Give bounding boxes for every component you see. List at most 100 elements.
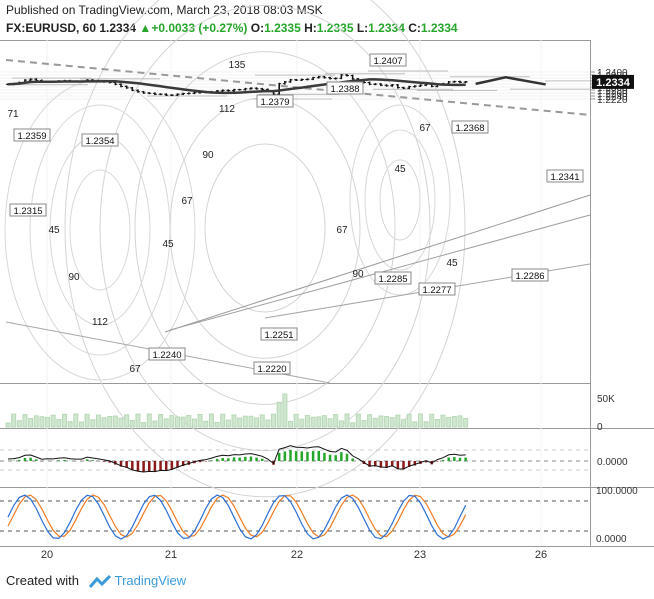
fib-level-label: 112 xyxy=(92,317,108,328)
last-price: 1.2334 xyxy=(99,21,137,35)
fib-level-label: 112 xyxy=(219,104,235,115)
fib-arc xyxy=(379,159,421,241)
fib-level-label: 67 xyxy=(336,225,348,236)
volume-axis-ticks: 50K 0 xyxy=(597,394,615,433)
volume-bar xyxy=(28,418,34,428)
volume-bar xyxy=(265,419,271,428)
projection-zigzag xyxy=(475,75,546,86)
volume-bar xyxy=(406,413,412,428)
fib-level-label: 67 xyxy=(129,364,141,375)
volume-bar xyxy=(310,416,316,428)
stochastic-panel xyxy=(0,494,590,540)
projection-path xyxy=(475,75,546,86)
volume-bar xyxy=(378,415,384,428)
tradingview-brand-link[interactable]: TradingView xyxy=(114,573,187,588)
volume-bar xyxy=(124,414,130,428)
moving-average-line xyxy=(7,78,466,95)
volume-tick-label: 50K xyxy=(597,394,615,405)
volume-bar xyxy=(338,420,344,428)
volume-bar xyxy=(321,415,327,428)
price-tick-label: 1.2260 xyxy=(597,89,628,100)
volume-bar xyxy=(259,414,265,428)
fib-arc xyxy=(99,4,431,452)
low-label: L: xyxy=(356,21,369,35)
volume-bar xyxy=(135,413,141,428)
volume-bar xyxy=(45,416,51,428)
open-value: 1.2335 xyxy=(264,21,301,35)
volume-bar xyxy=(39,416,45,428)
fib-arc xyxy=(69,169,131,291)
current-price-label: 1.2334 xyxy=(596,77,631,89)
volume-bar xyxy=(50,414,56,428)
volume-bar xyxy=(231,414,237,428)
volume-bar xyxy=(90,419,96,428)
fib-level-label: 45 xyxy=(162,239,174,250)
macd-panel xyxy=(0,445,590,473)
extreme-label-box xyxy=(326,81,364,95)
volume-bar xyxy=(254,417,260,428)
volume-bar xyxy=(355,413,361,428)
volume-bar xyxy=(208,413,214,428)
fib-level-label: 67 xyxy=(419,123,431,134)
fib-arc xyxy=(204,143,326,313)
time-tick-label: 26 xyxy=(535,549,547,561)
extreme-label-box xyxy=(81,133,119,147)
time-tick-label: 22 xyxy=(291,549,303,561)
extreme-label-box xyxy=(256,94,294,108)
fib-arc xyxy=(64,0,466,498)
volume-bar xyxy=(446,417,452,428)
macd-signal-line xyxy=(7,445,466,473)
created-with-text: Created with xyxy=(6,573,79,588)
stoch-tick-label: 100.0000 xyxy=(596,486,638,497)
fib-arc xyxy=(169,97,361,359)
volume-bar xyxy=(214,421,220,428)
fib-level-label: 135 xyxy=(229,60,246,71)
volume-bar xyxy=(327,418,333,428)
macd-tick-label: 0.0000 xyxy=(597,457,628,468)
extreme-label: 1.2359 xyxy=(17,131,46,142)
volume-bar xyxy=(191,418,197,428)
volume-bar xyxy=(333,414,339,428)
fib-level-label: 67 xyxy=(181,196,193,207)
volume-bar xyxy=(67,421,73,428)
volume-tick-label: 0 xyxy=(597,422,603,433)
fib-level-label: 45 xyxy=(48,225,60,236)
fib-arc xyxy=(134,51,396,405)
extreme-label-box xyxy=(260,327,298,341)
fib-level-label: 45 xyxy=(446,258,458,269)
macd-axis-ticks: 0.0000 xyxy=(597,457,628,468)
volume-bar xyxy=(146,413,152,428)
volume-bar xyxy=(372,417,378,428)
volume-bar xyxy=(440,414,446,428)
volume-bar xyxy=(367,414,373,428)
footer: Created with TradingView xyxy=(6,573,186,589)
extreme-label-box xyxy=(546,169,584,183)
volume-bar xyxy=(293,413,299,428)
volume-bar xyxy=(304,414,310,428)
volume-bar xyxy=(434,419,440,428)
volume-bar xyxy=(16,420,22,428)
volume-bar xyxy=(288,420,293,428)
extreme-label-box xyxy=(253,361,291,375)
volume-bar xyxy=(395,414,401,428)
price-tick-label: 1.2400 xyxy=(597,68,628,79)
volume-bar xyxy=(242,415,248,428)
extreme-label: 1.2286 xyxy=(515,271,544,282)
volume-bar xyxy=(78,421,84,428)
volume-bar xyxy=(389,417,395,428)
volume-bar xyxy=(225,419,231,428)
extreme-label-box xyxy=(374,271,412,285)
extreme-label-box xyxy=(451,120,489,134)
extreme-label-box xyxy=(13,128,51,142)
high-label: H: xyxy=(304,21,317,35)
fib-labels: 71 135 112 90 67 45 45 67 90 112 67 45 90 45 67 xyxy=(7,60,458,375)
volume-bar xyxy=(248,415,254,428)
volume-bar xyxy=(180,416,186,428)
extreme-label-box xyxy=(369,53,407,67)
symbol-label: FX:EURUSD, 60 xyxy=(6,21,97,35)
volume-bar xyxy=(95,414,101,428)
volume-bar xyxy=(384,416,390,428)
volume-bar xyxy=(129,419,135,428)
close-value: 1.2334 xyxy=(420,21,458,35)
